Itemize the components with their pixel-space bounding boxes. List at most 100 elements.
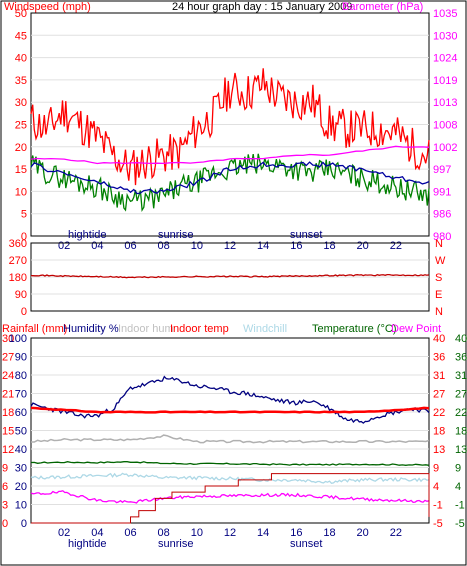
p1-x-tick: 10 — [191, 240, 203, 252]
indoor-temp-tick: 13 — [433, 444, 445, 456]
p3-x-tick: 12 — [224, 527, 236, 539]
p3-x-tick: 04 — [91, 527, 103, 539]
indoor-temp-tick: 27 — [433, 389, 445, 401]
p1-x-tick: 02 — [58, 240, 70, 252]
p3-x-tick: 08 — [158, 527, 170, 539]
p1-x-tick: 22 — [390, 240, 402, 252]
humidity-tick: 90 — [15, 352, 27, 364]
p1-left-tick: 0 — [21, 231, 27, 243]
indoor-humidity-series-line — [31, 434, 430, 444]
rain-tick: 27 — [2, 352, 14, 364]
rain-tick: 6 — [2, 481, 8, 493]
p1-x-tick: 18 — [323, 240, 335, 252]
temp-tick: -5 — [455, 518, 465, 530]
p1-x-tick: 08 — [158, 240, 170, 252]
humidity-tick: 80 — [15, 370, 27, 382]
p1-x-tick: 12 — [224, 240, 236, 252]
p1-left-tick: 20 — [15, 142, 27, 154]
temp-tick: 40 — [455, 333, 467, 345]
legend-5: Temperature (°C) — [312, 323, 396, 335]
indoor-temp-tick: 4 — [433, 481, 439, 493]
p1-right-tick: 1002 — [433, 142, 457, 154]
event-sunset-3: sunset — [290, 538, 322, 550]
temp-tick: 9 — [455, 463, 461, 475]
p1-x-tick: 06 — [124, 240, 136, 252]
temp-tick: 31 — [455, 370, 467, 382]
p1-left-tick: 45 — [15, 30, 27, 42]
p1-x-tick: 20 — [357, 240, 369, 252]
temp-tick: 18 — [455, 426, 467, 438]
rain-tick: 3 — [2, 500, 8, 512]
rain-tick: 9 — [2, 463, 8, 475]
rain-tick: 0 — [2, 518, 8, 530]
indoor-temp-tick: 22 — [433, 407, 445, 419]
indoor-temp-tick: -5 — [433, 518, 443, 530]
p2-left-tick: 270 — [9, 255, 27, 267]
event-sunset-1: sunset — [290, 229, 322, 241]
p2-left-tick: 90 — [15, 289, 27, 301]
rain-tick: 12 — [2, 444, 14, 456]
p2-compass-tick: W — [435, 255, 446, 267]
p3-x-tick: 06 — [124, 527, 136, 539]
humidity-tick: 100 — [9, 333, 27, 345]
average-wind-series-line — [30, 153, 430, 212]
rain-tick: 24 — [2, 370, 14, 382]
p2-compass-tick: S — [435, 272, 442, 284]
humidity-tick: 10 — [15, 500, 27, 512]
p1-left-tick: 25 — [15, 120, 27, 132]
p3-x-tick: 02 — [58, 527, 70, 539]
p1-right-tick: 980 — [433, 231, 451, 243]
baro-right-label: Barometer (hPa) — [342, 1, 423, 13]
p3-x-tick: 14 — [257, 527, 269, 539]
temperature-series-line — [30, 461, 430, 466]
p3-x-tick: 16 — [290, 527, 302, 539]
p2-left-tick: 360 — [9, 238, 27, 250]
humidity-tick: 0 — [21, 518, 27, 530]
humidity-tick: 70 — [15, 389, 27, 401]
p2-left-tick: 180 — [9, 272, 27, 284]
p1-right-tick: 1030 — [433, 30, 457, 42]
event-sunrise-1: sunrise — [158, 229, 193, 241]
barometer-series-line — [30, 145, 430, 165]
p3-x-tick: 10 — [191, 527, 203, 539]
indoor-temp-tick: 9 — [433, 463, 439, 475]
rain-tick: 15 — [2, 426, 14, 438]
p1-left-tick: 35 — [15, 75, 27, 87]
p1-left-tick: 10 — [15, 186, 27, 198]
p1-x-tick: 14 — [257, 240, 269, 252]
wind-left-label: Windspeed (mph) — [4, 1, 91, 13]
p3-x-tick: 22 — [390, 527, 402, 539]
p2-compass-tick: N — [435, 238, 443, 250]
p1-left-tick: 15 — [15, 164, 27, 176]
p2-compass-tick: N — [435, 306, 443, 318]
legend-4: Windchill — [243, 323, 287, 335]
p1-right-tick: 1008 — [433, 120, 457, 132]
p1-left-tick: 5 — [21, 209, 27, 221]
temp-tick: 36 — [455, 352, 467, 364]
p2-left-tick: 0 — [21, 306, 27, 318]
p1-right-tick: 1013 — [433, 97, 457, 109]
p1-right-tick: 997 — [433, 164, 451, 176]
wind-direction-series-line — [30, 273, 430, 279]
chart-title: 24 hour graph day : 15 January 2009 — [172, 1, 352, 13]
rain-tick: 18 — [2, 407, 14, 419]
indoor-temp-tick: -1 — [433, 500, 443, 512]
legend-0: Rainfall (mm) — [2, 323, 67, 335]
event-hightide-3: hightide — [68, 538, 107, 550]
p1-right-tick: 991 — [433, 186, 451, 198]
p1-x-tick: 16 — [290, 240, 302, 252]
legend-2: Indoor hum — [118, 323, 174, 335]
indoor-temp-series-line — [30, 406, 430, 414]
temp-tick: 22 — [455, 407, 467, 419]
p1-right-tick: 1024 — [433, 53, 457, 65]
humidity-tick: 60 — [15, 407, 27, 419]
p1-left-tick: 50 — [15, 8, 27, 20]
legend-1: Humidity % — [63, 323, 119, 335]
p3-x-tick: 18 — [323, 527, 335, 539]
humidity-tick: 20 — [15, 481, 27, 493]
p1-right-tick: 1019 — [433, 75, 457, 87]
humidity-tick: 30 — [15, 463, 27, 475]
